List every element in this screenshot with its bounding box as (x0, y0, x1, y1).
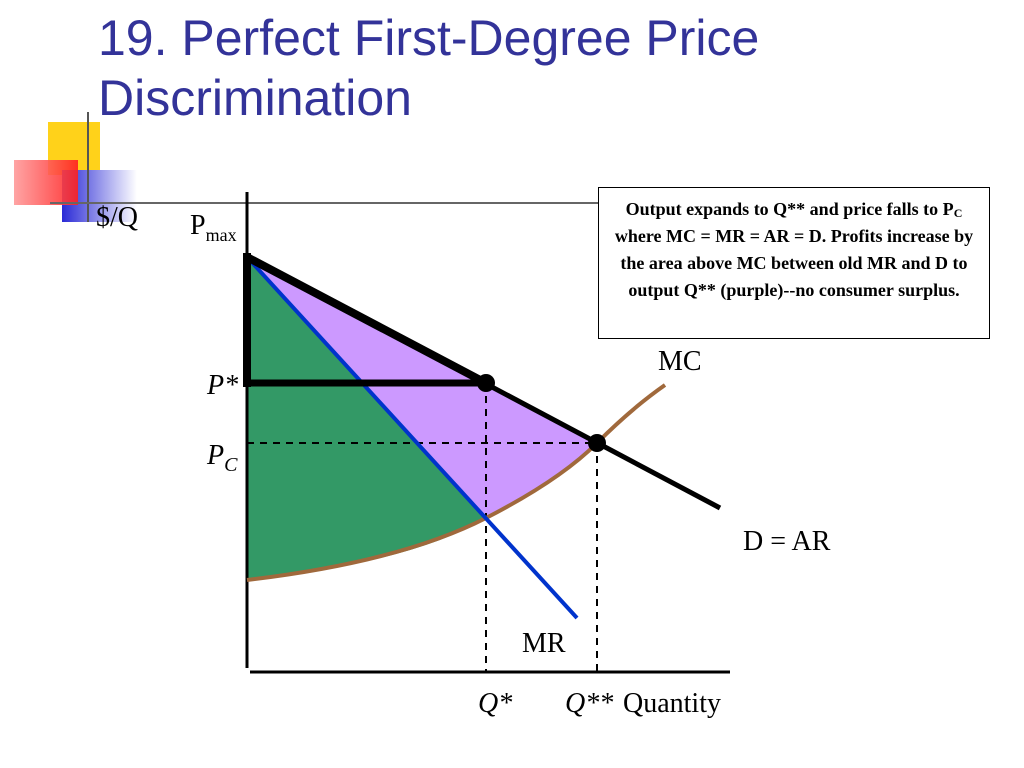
y-axis-label: $/Q (96, 202, 138, 233)
pc-label: PC (206, 440, 238, 476)
p-star-label: P* (206, 370, 238, 401)
q-star-star-label: Q** (565, 688, 613, 719)
demand-label: D = AR (743, 526, 831, 557)
label-sub: max (206, 225, 237, 245)
deco-square (14, 160, 78, 205)
note-box: Output expands to Q** and price falls to… (598, 187, 990, 339)
mc-curve (246, 383, 667, 582)
mr-line (245, 255, 579, 620)
demand-line-thick (245, 253, 488, 387)
note-text: where MC = MR = AR = D. Profits increase… (614, 226, 974, 300)
label-main: P (206, 440, 224, 471)
label-main: P (190, 210, 206, 241)
point (588, 434, 606, 452)
label-sub: C (224, 454, 238, 476)
q-star-label: Q* (478, 688, 512, 719)
profit-area-purple (247, 257, 597, 518)
profit-area-green (247, 257, 486, 580)
mc-label: MC (658, 346, 702, 377)
mr-label: MR (522, 628, 566, 659)
note-sub: C (953, 206, 963, 220)
x-axis-label: Quantity (623, 688, 721, 719)
note-text: Output expands to Q** and price falls to… (625, 199, 954, 219)
pmax-label: Pmax (190, 210, 237, 245)
slide-title: 19. Perfect First-Degree Price Discrimin… (98, 10, 760, 126)
point (477, 374, 495, 392)
